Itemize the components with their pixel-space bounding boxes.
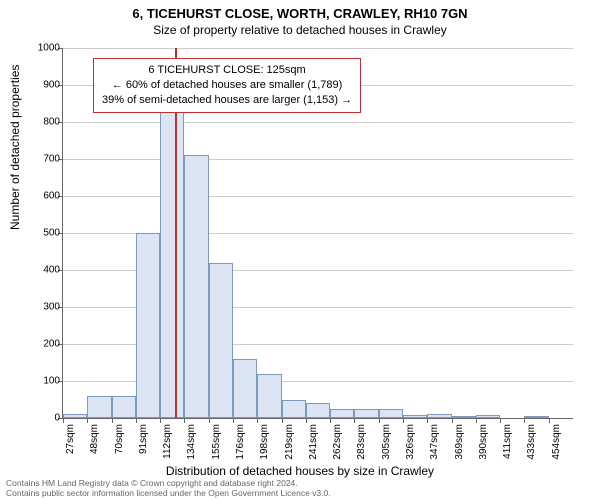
y-tick-label: 200 [30, 339, 60, 350]
x-tick-label: 283sqm [356, 424, 367, 464]
x-tick-label: 176sqm [235, 424, 246, 464]
x-tick-label: 454sqm [551, 424, 562, 464]
x-tick-label: 326sqm [405, 424, 416, 464]
footer-line1: Contains HM Land Registry data © Crown c… [6, 478, 331, 488]
y-tick-label: 400 [30, 265, 60, 276]
x-tick-mark [403, 418, 404, 423]
y-tick-label: 0 [30, 413, 60, 424]
annotation-line2: ← 60% of detached houses are smaller (1,… [102, 78, 352, 93]
y-tick-label: 800 [30, 117, 60, 128]
histogram-bar [306, 403, 330, 418]
x-tick-label: 219sqm [284, 424, 295, 464]
histogram-bar [452, 416, 476, 418]
x-tick-label: 347sqm [429, 424, 440, 464]
y-axis-label: Number of detached properties [8, 65, 22, 230]
x-tick-mark [209, 418, 210, 423]
x-tick-mark [184, 418, 185, 423]
y-tick-label: 900 [30, 80, 60, 91]
x-tick-label: 433sqm [526, 424, 537, 464]
x-tick-mark [233, 418, 234, 423]
grid-line [63, 48, 573, 49]
histogram-bar [184, 155, 208, 418]
chart-plot-area: 6 TICEHURST CLOSE: 125sqm← 60% of detach… [62, 48, 573, 419]
x-tick-mark [306, 418, 307, 423]
annotation-box: 6 TICEHURST CLOSE: 125sqm← 60% of detach… [93, 58, 361, 113]
x-tick-mark [112, 418, 113, 423]
histogram-bar [233, 359, 257, 418]
x-tick-mark [63, 418, 64, 423]
histogram-bar [282, 400, 306, 419]
x-tick-label: 134sqm [186, 424, 197, 464]
histogram-bar [524, 416, 548, 418]
histogram-bar [112, 396, 136, 418]
x-tick-label: 241sqm [308, 424, 319, 464]
histogram-bar [136, 233, 160, 418]
x-tick-label: 112sqm [162, 424, 173, 464]
x-tick-mark [500, 418, 501, 423]
y-tick-label: 600 [30, 191, 60, 202]
y-tick-label: 300 [30, 302, 60, 313]
x-tick-label: 305sqm [381, 424, 392, 464]
histogram-bar [87, 396, 111, 418]
x-axis-label: Distribution of detached houses by size … [0, 464, 600, 478]
annotation-line1: 6 TICEHURST CLOSE: 125sqm [102, 63, 352, 78]
histogram-bar [330, 409, 354, 418]
histogram-bar [257, 374, 281, 418]
x-tick-mark [330, 418, 331, 423]
x-tick-mark [282, 418, 283, 423]
histogram-bar [427, 414, 451, 418]
y-tick-label: 500 [30, 228, 60, 239]
histogram-bar [209, 263, 233, 418]
x-tick-label: 27sqm [65, 424, 76, 464]
histogram-bar [160, 85, 184, 418]
x-tick-label: 390sqm [478, 424, 489, 464]
chart-title-main: 6, TICEHURST CLOSE, WORTH, CRAWLEY, RH10… [0, 0, 600, 21]
x-tick-label: 48sqm [89, 424, 100, 464]
histogram-bar [354, 409, 378, 418]
grid-line [63, 159, 573, 160]
x-tick-mark [257, 418, 258, 423]
x-tick-mark [549, 418, 550, 423]
x-tick-label: 91sqm [138, 424, 149, 464]
histogram-bar [476, 415, 500, 418]
x-tick-label: 369sqm [454, 424, 465, 464]
histogram-bar [379, 409, 403, 418]
x-tick-mark [452, 418, 453, 423]
grid-line [63, 122, 573, 123]
x-tick-label: 70sqm [114, 424, 125, 464]
x-tick-mark [160, 418, 161, 423]
histogram-bar [403, 415, 427, 418]
x-tick-label: 262sqm [332, 424, 343, 464]
x-tick-mark [476, 418, 477, 423]
x-tick-mark [354, 418, 355, 423]
x-tick-mark [524, 418, 525, 423]
footer-attribution: Contains HM Land Registry data © Crown c… [6, 478, 331, 498]
annotation-line3: 39% of semi-detached houses are larger (… [102, 93, 352, 108]
x-tick-mark [87, 418, 88, 423]
x-tick-label: 155sqm [211, 424, 222, 464]
x-tick-label: 198sqm [259, 424, 270, 464]
x-tick-mark [379, 418, 380, 423]
histogram-bar [63, 414, 87, 418]
y-tick-label: 1000 [30, 43, 60, 54]
chart-title-sub: Size of property relative to detached ho… [0, 21, 600, 37]
x-tick-label: 411sqm [502, 424, 513, 464]
y-tick-label: 100 [30, 376, 60, 387]
x-tick-mark [136, 418, 137, 423]
y-tick-label: 700 [30, 154, 60, 165]
footer-line2: Contains public sector information licen… [6, 488, 331, 498]
grid-line [63, 196, 573, 197]
x-tick-mark [427, 418, 428, 423]
